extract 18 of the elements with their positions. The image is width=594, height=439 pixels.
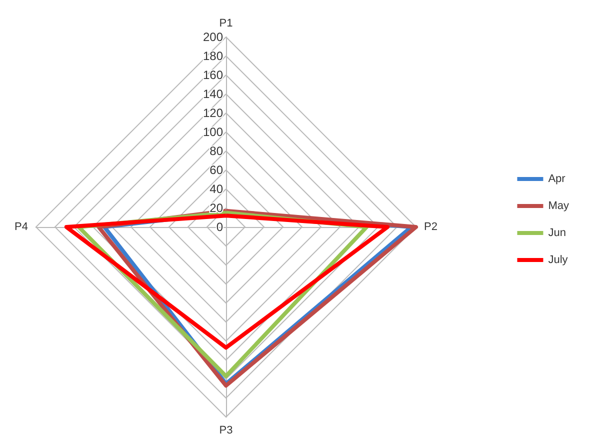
y-tick-label: 200 <box>202 30 224 44</box>
legend-label: Jun <box>548 227 566 239</box>
y-tick-label: 160 <box>202 68 224 82</box>
spoke-label: P2 <box>424 221 438 233</box>
y-tick-label: 180 <box>202 49 224 63</box>
spoke-label: P3 <box>219 424 233 436</box>
legend-label: July <box>548 254 568 266</box>
y-tick-label: 120 <box>202 106 224 120</box>
y-tick-label: 100 <box>202 125 224 139</box>
spoke-label: P4 <box>14 221 28 233</box>
legend-label: May <box>548 200 570 212</box>
y-tick-label: 40 <box>210 182 224 196</box>
y-tick-label: 140 <box>202 87 224 101</box>
y-tick-label: 0 <box>216 220 224 234</box>
y-tick-label: 60 <box>210 163 224 177</box>
legend-label: Apr <box>548 173 566 185</box>
spoke-label: P1 <box>219 18 233 30</box>
y-tick-label: 80 <box>210 144 224 158</box>
